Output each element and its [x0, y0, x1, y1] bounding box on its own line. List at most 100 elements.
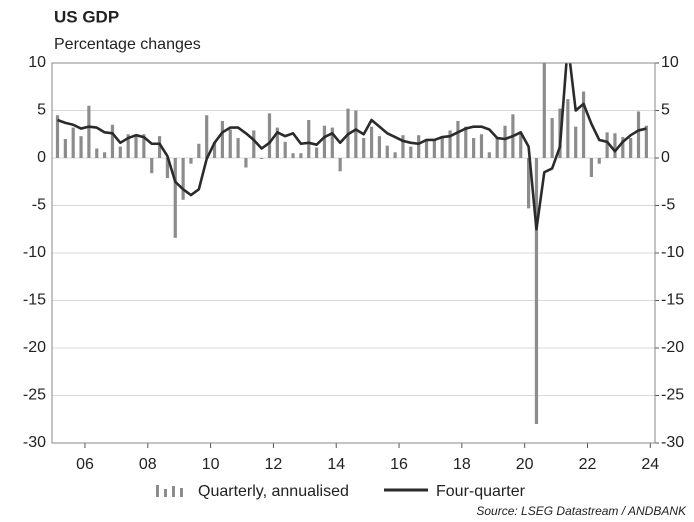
- bar: [393, 152, 397, 158]
- legend-swatch: [180, 488, 183, 497]
- bar: [181, 158, 185, 200]
- bar: [110, 124, 115, 158]
- y-tick-label: -10: [23, 244, 46, 261]
- bar: [432, 139, 436, 158]
- bar: [71, 127, 75, 158]
- bar: [605, 132, 609, 158]
- bar: [479, 134, 484, 158]
- x-tick-label: 12: [265, 456, 283, 473]
- bar: [134, 136, 138, 158]
- bar: [464, 126, 468, 158]
- y-tick-label: -5: [32, 197, 46, 214]
- bar: [275, 127, 279, 158]
- y-tick-label: -20: [23, 339, 46, 356]
- x-tick-label: 22: [579, 456, 597, 473]
- bar: [118, 146, 122, 158]
- bar: [189, 158, 193, 164]
- source: Source: LSEG Datastream / ANDBANK: [476, 504, 687, 518]
- bar: [495, 137, 499, 158]
- bar: [338, 158, 342, 172]
- bar: [165, 158, 170, 178]
- bar: [307, 120, 311, 158]
- y-tick-label: -15: [23, 292, 46, 309]
- bar: [142, 134, 146, 158]
- legend: Quarterly, annualised Four-quarter: [156, 483, 526, 500]
- chart-title: US GDP: [54, 7, 119, 26]
- bar: [362, 138, 366, 158]
- bar: [456, 120, 460, 158]
- legend-label: Quarterly, annualised: [198, 483, 349, 500]
- bar: [267, 113, 272, 158]
- bar: [150, 158, 154, 174]
- chart-subtitle: Percentage changes: [54, 36, 201, 53]
- bar: [589, 158, 594, 177]
- y2-tick-label: -10: [661, 244, 684, 261]
- plot-frame: [51, 62, 656, 444]
- bar: [472, 138, 476, 158]
- bar: [87, 105, 91, 158]
- bar: [354, 110, 358, 158]
- y2-tick-label: -20: [661, 339, 684, 356]
- bar: [424, 139, 429, 158]
- plot-area: [55, 63, 648, 424]
- bar: [519, 133, 523, 158]
- bar: [157, 136, 162, 158]
- y-tick-label: 0: [37, 149, 46, 166]
- bar: [369, 126, 374, 158]
- y2-tick-label: -30: [661, 434, 684, 451]
- bar: [487, 152, 491, 158]
- y2-tick-label: -15: [661, 292, 684, 309]
- bar: [636, 111, 641, 158]
- bar: [597, 158, 601, 164]
- bar: [448, 130, 452, 158]
- bar: [55, 115, 60, 158]
- y2-tick-label: 0: [661, 149, 670, 166]
- bar: [401, 135, 405, 158]
- bar: [299, 153, 303, 158]
- bar: [103, 152, 107, 158]
- x-tick-label: 24: [641, 456, 659, 473]
- bar: [220, 120, 224, 158]
- bar: [385, 145, 389, 158]
- x-tick-label: 14: [327, 456, 345, 473]
- bar: [629, 138, 633, 158]
- y-tick-label: -30: [23, 434, 46, 451]
- x-tick-label: 16: [390, 456, 408, 473]
- legend-label: Four-quarter: [436, 483, 526, 500]
- x-tick-label: 08: [139, 456, 157, 473]
- y-tick-label: -25: [23, 387, 46, 404]
- y-tick-label: 10: [28, 54, 46, 71]
- bar: [228, 129, 232, 158]
- x-tick-label: 18: [453, 456, 471, 473]
- x-tick-label: 20: [516, 456, 534, 473]
- bar: [283, 141, 287, 158]
- bar: [566, 99, 570, 158]
- y2-tick-label: -5: [661, 197, 675, 214]
- bar: [260, 158, 264, 159]
- bar: [126, 134, 130, 158]
- bar: [409, 146, 413, 158]
- bar: [212, 141, 217, 158]
- bar: [314, 147, 319, 158]
- bar: [291, 153, 295, 158]
- bar: [417, 135, 421, 158]
- bar: [173, 158, 177, 238]
- bar: [503, 125, 507, 158]
- x-tick-label: 10: [202, 456, 220, 473]
- x-tick-label: 06: [76, 456, 94, 473]
- bar: [377, 136, 382, 158]
- y2-tick-label: 5: [661, 102, 670, 119]
- bar: [574, 126, 578, 158]
- bar: [542, 63, 546, 158]
- bar: [534, 158, 539, 424]
- legend-swatch: [156, 485, 159, 497]
- legend-swatch: [164, 489, 167, 497]
- bar: [644, 125, 648, 158]
- bar: [550, 118, 554, 158]
- bar: [621, 137, 625, 158]
- bar: [236, 138, 240, 158]
- bar: [63, 139, 67, 158]
- bar: [440, 136, 444, 158]
- bar: [197, 143, 201, 158]
